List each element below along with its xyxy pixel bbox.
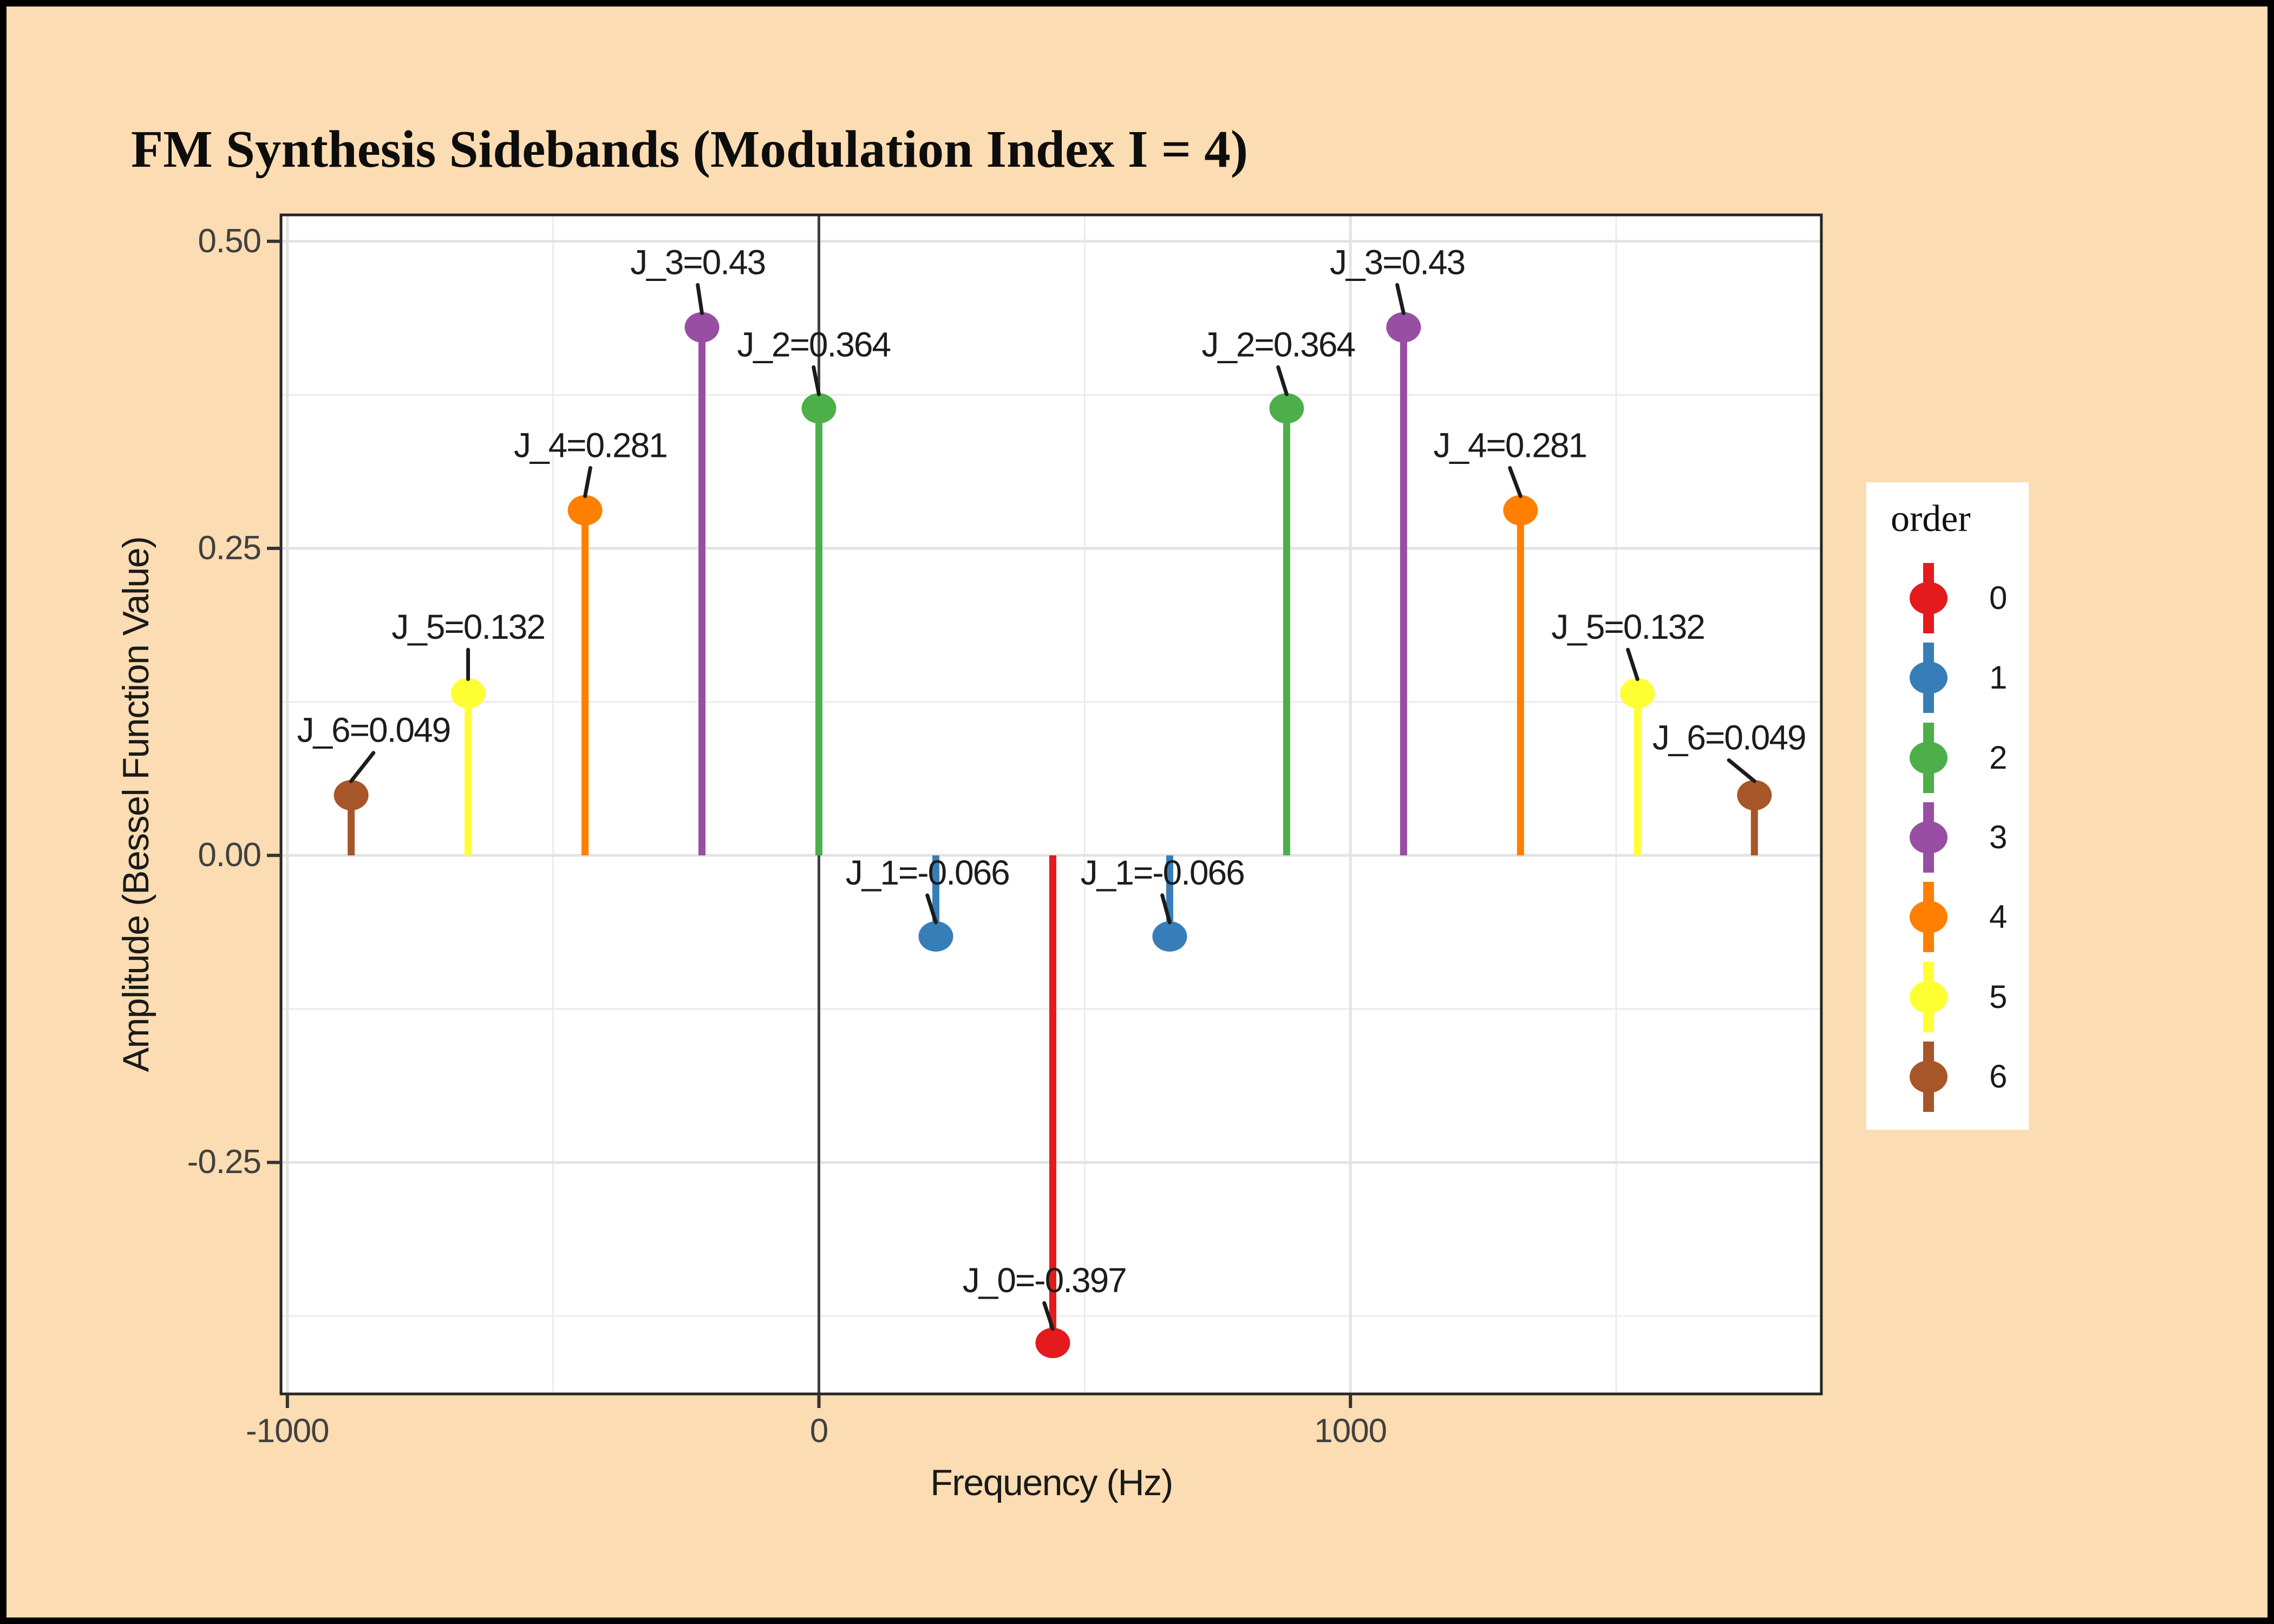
- legend-entry-label: 0: [1989, 580, 2008, 616]
- y-tick-label: 0.25: [198, 529, 262, 567]
- legend-row: 1: [1866, 640, 2029, 716]
- legend: order 0 1 2 3 4 5 6: [1866, 482, 2029, 1130]
- data-point: [1152, 921, 1187, 952]
- y-tick-label: 0.50: [198, 222, 262, 260]
- annotation-leader: [696, 283, 704, 316]
- x-tick-label: -1000: [245, 1412, 330, 1450]
- annotation-label: J_1=-0.066: [846, 853, 1009, 892]
- data-point: [1620, 678, 1655, 709]
- legend-title: order: [1891, 498, 1971, 540]
- y-tick-label: 0.00: [198, 836, 262, 874]
- annotation-label: J_6=0.049: [297, 711, 450, 750]
- annotation-label: J_4=0.281: [1433, 425, 1586, 464]
- legend-row: 6: [1866, 1039, 2029, 1115]
- x-axis-title: Frequency (Hz): [930, 1462, 1173, 1503]
- annotation-leader: [1626, 647, 1639, 682]
- data-point: [1035, 1327, 1070, 1358]
- legend-key-icon: [1910, 961, 1948, 1032]
- legend-entry-label: 4: [1989, 899, 2008, 935]
- annotation-label: J_6=0.049: [1652, 718, 1806, 757]
- y-tick-label: -0.25: [187, 1143, 262, 1181]
- legend-row: 2: [1866, 720, 2029, 796]
- annotation-leader: [1727, 758, 1756, 783]
- legend-key-icon: [1910, 643, 1948, 713]
- legend-key-icon: [1910, 882, 1948, 953]
- annotation-label: J_5=0.132: [391, 607, 545, 646]
- legend-row: 0: [1866, 560, 2029, 636]
- annotation-label: J_5=0.132: [1551, 607, 1704, 646]
- x-tick-label: 0: [809, 1412, 828, 1450]
- plot-area: J_6=0.049 J_5=0.132 J_4=0.281 J_3=0.43 J_2=0…: [267, 213, 1823, 1408]
- data-point: [567, 495, 603, 526]
- x-tick-label: 1000: [1314, 1412, 1387, 1450]
- annotation-leader: [583, 466, 592, 499]
- data-point: [801, 393, 837, 424]
- legend-entry-label: 5: [1989, 978, 2008, 1015]
- legend-entry-label: 1: [1989, 659, 2008, 696]
- data-point: [1269, 393, 1304, 424]
- data-point: [1737, 780, 1772, 810]
- annotation-leader: [812, 365, 821, 396]
- legend-row: 4: [1866, 879, 2029, 955]
- chart-title: FM Synthesis Sidebands (Modulation Index…: [131, 120, 1249, 178]
- annotation-leader: [1508, 466, 1522, 499]
- annotation-leader: [1042, 1301, 1055, 1331]
- panel-border: [279, 213, 1823, 1396]
- legend-key-icon: [1910, 722, 1948, 793]
- annotation-leader: [1276, 365, 1289, 396]
- annotation-label: J_3=0.43: [1330, 243, 1465, 281]
- annotation-label: J_1=-0.066: [1081, 853, 1244, 892]
- annotation-label: J_3=0.43: [630, 243, 765, 281]
- data-point: [1386, 312, 1421, 343]
- data-point: [918, 921, 953, 952]
- annotation-leader: [349, 751, 376, 783]
- annotation-label: J_2=0.364: [1201, 325, 1355, 364]
- legend-key-icon: [1910, 563, 1948, 633]
- legend-key-icon: [1910, 1041, 1948, 1112]
- legend-entry-label: 3: [1989, 818, 2008, 855]
- annotation-leader: [925, 893, 938, 925]
- data-point: [334, 780, 369, 810]
- annotation-leader: [1395, 283, 1406, 316]
- annotation-label: J_0=-0.397: [963, 1261, 1126, 1300]
- annotation-label: J_2=0.364: [737, 325, 890, 364]
- data-point: [1503, 495, 1538, 526]
- annotation-label: J_4=0.281: [514, 425, 667, 464]
- legend-row: 5: [1866, 959, 2029, 1035]
- legend-row: 3: [1866, 800, 2029, 875]
- legend-entry-label: 2: [1989, 739, 2008, 776]
- annotation-leader: [1160, 893, 1172, 925]
- legend-key-icon: [1910, 802, 1948, 873]
- data-point: [684, 312, 720, 343]
- data-point: [450, 678, 486, 709]
- legend-entry-label: 6: [1989, 1058, 2008, 1095]
